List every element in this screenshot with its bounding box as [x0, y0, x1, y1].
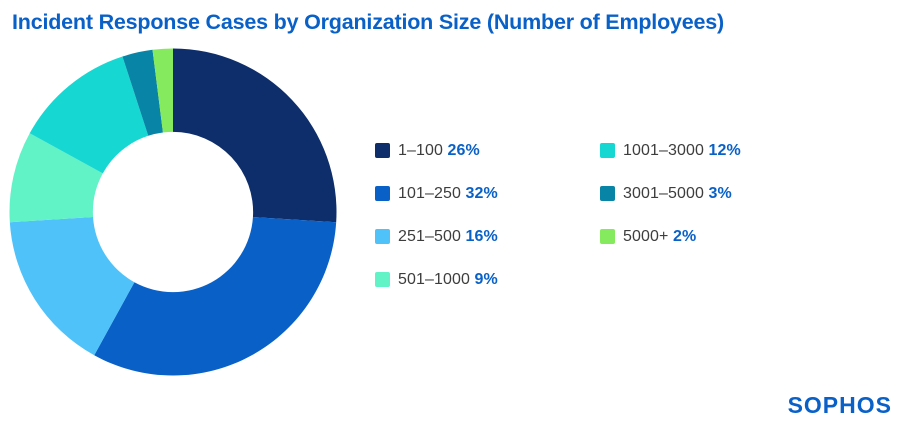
- legend-label: 1–100 26%: [398, 141, 480, 159]
- donut-chart: [9, 48, 337, 376]
- legend-swatch: [600, 229, 615, 244]
- legend-item: 5000+ 2%: [600, 228, 741, 245]
- donut-slice-5: [122, 49, 163, 136]
- legend-value: 2%: [672, 227, 697, 245]
- legend-swatch: [600, 143, 615, 158]
- donut-slice-0: [173, 48, 337, 223]
- legend-swatch: [375, 229, 390, 244]
- donut-chart-svg: [9, 48, 337, 376]
- page-title: Incident Response Cases by Organization …: [12, 10, 724, 34]
- legend-label: 101–250 32%: [398, 184, 498, 202]
- legend-label: 251–500 16%: [398, 227, 498, 245]
- legend-column-2: 1001–3000 12% 3001–5000 3% 5000+ 2%: [600, 142, 741, 245]
- legend-item: 501–1000 9%: [375, 271, 498, 288]
- legend-value: 32%: [465, 184, 498, 202]
- legend-item: 1001–3000 12%: [600, 142, 741, 159]
- donut-slice-2: [9, 217, 135, 356]
- legend-swatch: [375, 143, 390, 158]
- legend-column-1: 1–100 26% 101–250 32% 251–500 16% 501–1000 …: [375, 142, 498, 288]
- legend-swatch: [600, 186, 615, 201]
- legend-swatch: [375, 186, 390, 201]
- donut-slice-3: [9, 133, 103, 223]
- legend-value: 12%: [708, 141, 741, 159]
- donut-slice-6: [152, 48, 173, 133]
- legend-value: 16%: [465, 227, 498, 245]
- donut-slice-1: [94, 217, 337, 376]
- legend-item: 1–100 26%: [375, 142, 498, 159]
- sophos-logo: SOPHOS: [787, 392, 892, 418]
- legend-swatch: [375, 272, 390, 287]
- legend-label: 3001–5000 3%: [623, 184, 732, 202]
- legend-label: 5000+ 2%: [623, 227, 697, 245]
- legend-value: 9%: [474, 270, 498, 288]
- donut-slice-4: [29, 56, 149, 174]
- legend-value: 3%: [708, 184, 732, 202]
- legend-item: 251–500 16%: [375, 228, 498, 245]
- legend-value: 26%: [447, 141, 480, 159]
- legend-item: 101–250 32%: [375, 185, 498, 202]
- legend-item: 3001–5000 3%: [600, 185, 741, 202]
- legend-label: 1001–3000 12%: [623, 141, 741, 159]
- legend-label: 501–1000 9%: [398, 270, 498, 288]
